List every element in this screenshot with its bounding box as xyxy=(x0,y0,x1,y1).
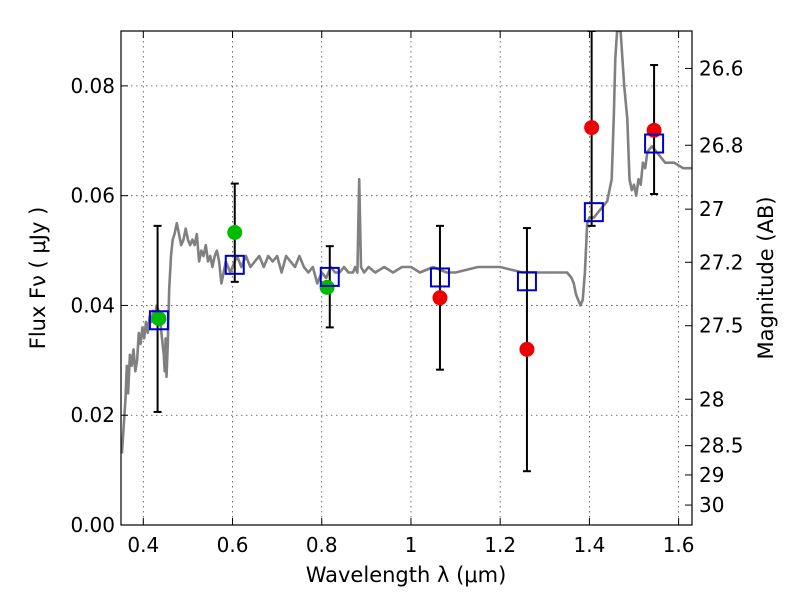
y-tick-label: 0.02 xyxy=(70,403,115,427)
model-point xyxy=(319,266,340,287)
y2-tick-label: 29 xyxy=(699,463,724,487)
y2-tick-label: 27.5 xyxy=(699,314,744,338)
model-point xyxy=(148,310,169,331)
x-tick-label: 0.4 xyxy=(127,533,159,557)
x-tick-label: 0.6 xyxy=(217,533,249,557)
detection-point xyxy=(319,279,335,295)
detection-point xyxy=(646,122,662,138)
detection-marker-layer xyxy=(151,120,662,357)
grid xyxy=(121,31,692,525)
detection-point xyxy=(432,290,448,306)
model-point xyxy=(429,267,450,288)
errorbar-layer xyxy=(153,31,659,473)
x-tick-label: 1 xyxy=(405,533,418,557)
y2-tick-label: 26.8 xyxy=(699,133,744,157)
y-axis-label: Flux Fν ( μJy ) xyxy=(26,207,50,350)
y2-tick-label: 28 xyxy=(699,387,724,411)
y2-tick-label: 27 xyxy=(699,197,724,221)
y2-axis-ticks: 26.6 26.8 27 27.2 27.5 28 28.5 29 30 xyxy=(685,56,744,517)
y-tick-label: 0.08 xyxy=(70,74,115,98)
y-tick-label: 0.06 xyxy=(70,184,115,208)
detection-point xyxy=(227,224,243,240)
y2-tick-label: 27.2 xyxy=(699,250,744,274)
detection-point xyxy=(151,311,167,327)
x-tick-label: 1.6 xyxy=(663,533,695,557)
model-point xyxy=(644,133,665,154)
y-tick-label: 0.00 xyxy=(70,513,115,537)
x-tick-label: 1.4 xyxy=(573,533,605,557)
y2-tick-label: 30 xyxy=(699,493,724,517)
y-axis-ticks: 0.00 0.02 0.04 0.06 0.08 xyxy=(70,74,128,537)
x-tick-label: 1.2 xyxy=(484,533,516,557)
y2-tick-label: 26.6 xyxy=(699,56,744,80)
model-square-layer xyxy=(148,133,665,331)
model-point xyxy=(516,271,537,292)
detection-point xyxy=(584,120,600,136)
detection-point xyxy=(519,341,535,357)
x-tick-label: 0.8 xyxy=(306,533,338,557)
model-point xyxy=(583,202,604,223)
sed-template-line xyxy=(121,31,692,454)
model-point xyxy=(224,254,245,275)
x-axis-label: Wavelength λ (μm) xyxy=(306,563,507,587)
y-tick-label: 0.04 xyxy=(70,293,115,317)
plot-frame xyxy=(120,30,693,526)
y2-axis-label: Magnitude (AB) xyxy=(754,196,778,359)
y2-tick-label: 28.5 xyxy=(699,434,744,458)
x-axis-ticks: 0.4 0.6 0.8 1 1.2 1.4 1.6 xyxy=(127,31,695,557)
sed-template-layer xyxy=(121,31,692,454)
